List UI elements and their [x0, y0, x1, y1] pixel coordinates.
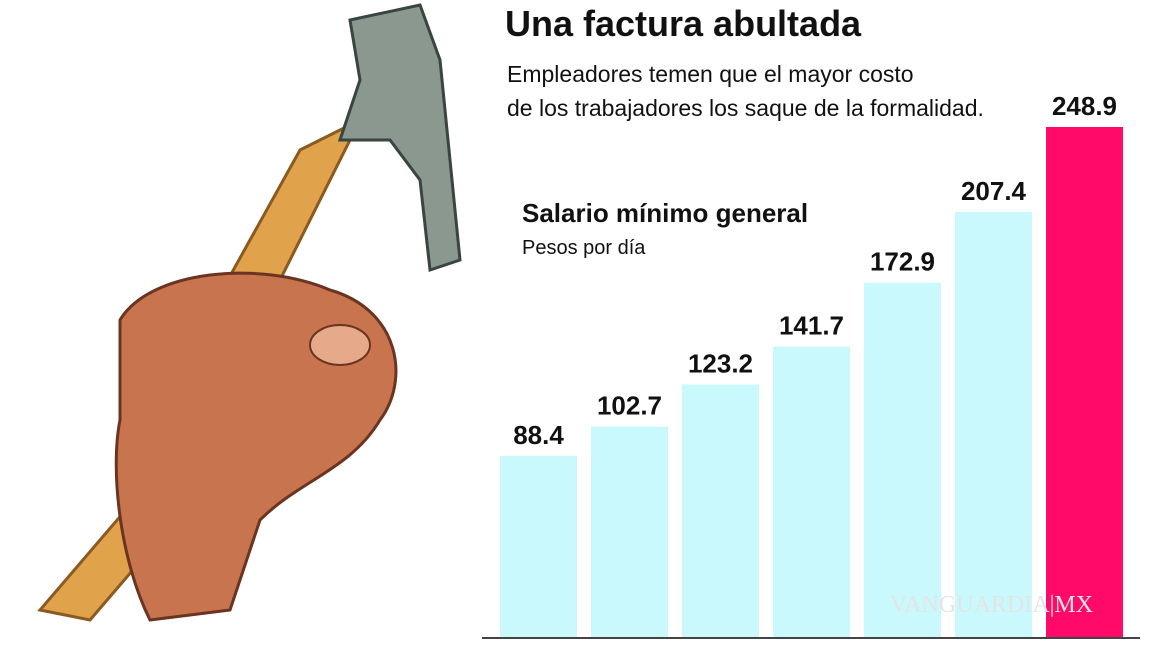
subtitle: Empleadores temen que el mayor costo — [507, 61, 914, 87]
chart-title: Salario mínimo general — [522, 198, 808, 228]
axis-label: Pesos por día — [522, 237, 646, 259]
value-label: 102.7 — [597, 391, 662, 421]
bar — [955, 212, 1032, 637]
value-label: 123.2 — [688, 349, 753, 379]
bar — [864, 282, 941, 637]
hammer-illustration — [37, 3, 462, 622]
value-label: 207.4 — [961, 176, 1027, 206]
bar — [682, 384, 759, 637]
watermark: VANGUARDIA|MX — [890, 592, 1093, 618]
value-label: 248.9 — [1052, 91, 1117, 121]
title: Una factura abultada — [505, 3, 862, 44]
bar — [591, 426, 668, 637]
value-label: 172.9 — [870, 247, 935, 277]
bar — [500, 455, 577, 637]
value-label: 88.4 — [513, 420, 564, 450]
bar — [1046, 127, 1123, 637]
value-label: 141.7 — [779, 311, 844, 341]
subtitle: de los trabajadores los saque de la form… — [507, 95, 984, 121]
bars: 88.4 102.7 123.2 141.7 172.9 207.4 248.9 — [500, 91, 1123, 637]
bar — [773, 346, 850, 637]
